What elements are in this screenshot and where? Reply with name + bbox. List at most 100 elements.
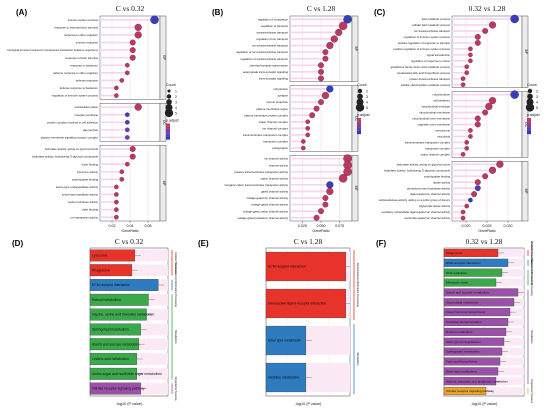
facet-cc: CC extracellular space integral membrane pr… — [41, 103, 167, 142]
dot-plot-a: (A) C vs 0.32 BP immune system process respo… — [7, 4, 178, 233]
term-dot — [134, 23, 142, 31]
term-dot — [482, 173, 489, 180]
term-dot — [474, 185, 481, 192]
group-bracket: Genetic Information Processing — [527, 260, 534, 296]
chart-title: C vs 1.28 — [294, 237, 323, 246]
group-bracket: Metabolism — [353, 324, 360, 394]
bar-label: Toll-like receptor signaling pathway — [92, 387, 145, 391]
term-label: regulation of response to stress — [411, 59, 451, 63]
term-label: mitochondrial membrane — [419, 111, 450, 115]
x-tick-label: 0.06 — [145, 224, 152, 228]
term-dot — [129, 39, 136, 46]
bar-item: Phagosome — [89, 264, 168, 277]
term-dot — [134, 31, 142, 39]
legend-color-step — [527, 130, 531, 133]
term-dot — [134, 103, 142, 111]
term-dot — [114, 93, 119, 98]
term-label: regulation of transport — [261, 24, 288, 28]
bar-item: Ether lipid metabolism — [443, 367, 524, 376]
bar-item: Ether lipid metabolism — [265, 325, 350, 356]
term-label: response to external biotic stimulus — [54, 25, 98, 29]
bar — [265, 251, 346, 282]
term-dot — [322, 49, 329, 56]
legend-size-title: Count — [527, 83, 537, 87]
term-label: excitatory extracellular ligand-gated io… — [382, 210, 451, 214]
term-dot — [321, 91, 330, 100]
bar-label: Mismatch repair — [446, 281, 468, 285]
bar-item: Histidine metabolism — [265, 362, 350, 393]
legend-color-step — [166, 129, 170, 132]
term-dot — [460, 76, 466, 81]
legend-color-step — [527, 119, 531, 122]
panel-letter: (E) — [198, 239, 209, 248]
term-dot — [468, 197, 473, 203]
term-dot — [318, 62, 324, 69]
facet-strip-label: MF — [354, 186, 358, 191]
term-dot — [464, 146, 470, 151]
term-label: plasma membrane protein complex — [244, 113, 288, 117]
term-dot — [322, 55, 329, 62]
term-dot — [343, 167, 352, 177]
bar-item: Sphingolipid metabolism — [443, 347, 524, 356]
chart-title: 0.32 vs 1.28 — [466, 237, 503, 246]
term-label: immune response — [76, 41, 99, 45]
legend-size-dot — [164, 108, 174, 118]
term-label: phosphoric ester hydrolase activity — [407, 186, 451, 190]
facet-bp: BP immune system process response to exter… — [7, 15, 167, 100]
facet-strip-label: MF — [162, 181, 166, 186]
term-dot — [318, 208, 324, 215]
term-dot — [119, 177, 125, 182]
bar-label: Oxidative phosphorylation — [446, 320, 482, 324]
term-label: response to other organism — [64, 33, 99, 37]
group-label: Environmental Information Processing — [174, 263, 178, 307]
group-label: Metabolism — [356, 352, 360, 365]
legend-color-title: p.adjust — [166, 119, 179, 123]
term-label: regulation of ion transport — [256, 37, 288, 41]
facet-strip — [351, 155, 359, 222]
term-label: defense response to other organism — [53, 71, 98, 75]
term-label: regulation of immune system process — [52, 94, 99, 98]
term-label: inorganic cation transmembrane transport… — [224, 183, 288, 187]
legend-color-step — [166, 131, 170, 134]
bar-item: Starch and sucrose metabolism — [443, 288, 524, 297]
x-axis-label: GeneRatio — [312, 229, 329, 233]
bar-label: Glycerolipid metabolism — [446, 300, 479, 304]
legend-size-label: 5 — [366, 106, 368, 110]
panel-letter: (B) — [212, 8, 223, 17]
group-bracket: Environmental Information Processing — [353, 250, 360, 320]
term-dot — [488, 96, 497, 105]
facet-bp: BP lipid metabolic process cellular lipid … — [391, 14, 529, 88]
term-dot — [474, 121, 481, 128]
term-dot — [124, 62, 130, 68]
legend-color-step — [527, 118, 531, 120]
group-bracket: Organismal Systems — [527, 379, 534, 404]
term-label: cell junction — [273, 87, 288, 91]
x-axis-label: -log10 (P value) — [471, 402, 498, 406]
legend-size-dot — [527, 93, 533, 100]
term-label: serine-type endopeptidase activity — [56, 185, 99, 189]
term-dot — [338, 21, 348, 31]
term-dot — [313, 214, 320, 221]
panel-letter: (F) — [376, 239, 387, 248]
term-label: lectin binding — [82, 162, 99, 166]
term-label: carbohydrate binding — [72, 177, 99, 181]
facet-strip-label: CC — [524, 122, 528, 128]
term-label: cation channel complex — [421, 152, 451, 156]
term-label: plasma membrane signaling receptor compl… — [41, 136, 99, 140]
term-dot — [460, 82, 466, 87]
x-axis-label: -log10 (P value) — [116, 402, 143, 406]
term-dot — [460, 215, 466, 221]
term-label: mitochondrion — [432, 93, 450, 97]
term-dot — [343, 15, 352, 24]
term-label: organelle inner membrane — [417, 123, 450, 127]
bar-label: Starch and sucrose metabolism — [92, 342, 140, 346]
term-label: immune system process — [68, 18, 99, 22]
legend-color-title: p.adjust — [357, 113, 370, 117]
legend-color-step — [357, 127, 361, 130]
legend-size-dot — [166, 99, 172, 105]
term-dot — [300, 145, 306, 151]
term-label: signal transduction — [427, 53, 451, 57]
bar-label: Neuroactive ligand-receptor interaction — [268, 302, 326, 306]
facet-mf: MF hydrolase activity, acting on glycosyl… — [32, 144, 167, 222]
